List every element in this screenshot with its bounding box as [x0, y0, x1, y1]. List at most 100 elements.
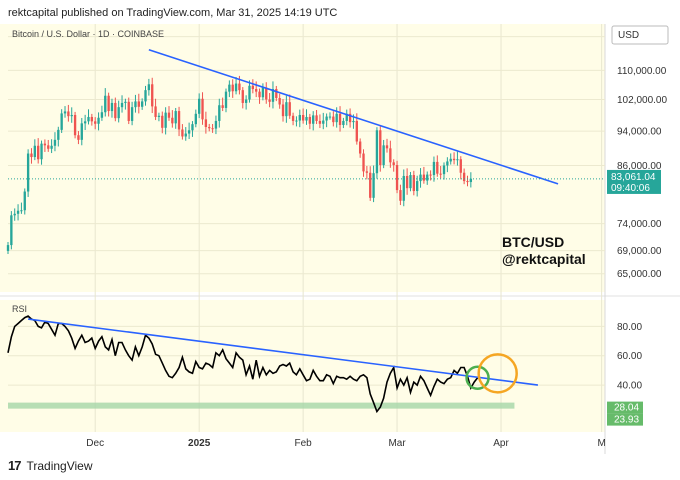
candle-body: [365, 171, 369, 173]
candle-body: [375, 130, 379, 174]
tradingview-footer[interactable]: 17 TradingView: [8, 458, 93, 473]
candle-body: [37, 145, 40, 160]
tradingview-logo-text: TradingView: [26, 458, 93, 473]
candle-body: [164, 112, 167, 128]
candle-body: [402, 175, 405, 201]
candle-body: [422, 174, 426, 181]
rsi-band-upper-tag: [607, 401, 643, 414]
candle-body: [40, 143, 43, 160]
candle-body: [419, 174, 422, 182]
candle-body: [238, 83, 241, 91]
orange-highlight-circle: [477, 353, 518, 394]
candle-body: [171, 117, 174, 124]
candle-body: [322, 120, 325, 124]
candle-body: [412, 175, 415, 192]
candle-body: [268, 99, 271, 102]
candle-body: [469, 178, 473, 183]
candle-body: [63, 111, 67, 114]
rsi-pane-bg: [0, 300, 605, 432]
publish-header: rektcapital published on TradingView.com…: [8, 7, 338, 19]
candle-body: [191, 124, 194, 131]
candle-body: [157, 115, 161, 117]
candle-body: [251, 85, 255, 90]
candle-body: [140, 101, 144, 107]
last-price-label: 83,061.04: [611, 172, 656, 183]
green-highlight-circle: [465, 365, 490, 390]
candle-body: [23, 191, 26, 211]
candle-body: [77, 135, 80, 140]
x-tick-label: Feb: [295, 438, 313, 449]
candle-body: [90, 116, 94, 122]
candle-body: [120, 102, 124, 108]
candle-body: [352, 120, 355, 123]
candle-body: [60, 113, 63, 130]
price-pane-bg: [0, 24, 605, 292]
candle-body: [201, 98, 204, 120]
candle-body: [342, 120, 345, 125]
candle-body: [124, 101, 127, 103]
price-tick-label: 110,000.00: [617, 66, 667, 77]
candle-body: [308, 116, 312, 124]
candle-body: [151, 84, 154, 107]
btc-chart[interactable]: Dec2025FebMarAprM120,000.00110,000.00102…: [0, 24, 680, 454]
candle-body: [466, 181, 469, 183]
annotation-pair: BTC/USD: [502, 234, 564, 250]
annotation-author: @rektcapital: [502, 251, 586, 267]
rsi-tick-label: 40.00: [617, 381, 642, 392]
candle-body: [436, 161, 439, 174]
candle-body: [43, 143, 47, 146]
candle-body: [312, 115, 315, 124]
candle-body: [228, 84, 231, 92]
candle-body: [50, 145, 53, 149]
candle-body: [255, 89, 258, 92]
candle-body: [345, 113, 348, 121]
candle-body: [167, 112, 171, 118]
candle-body: [355, 120, 358, 142]
candle-body: [147, 84, 151, 91]
candle-body: [271, 89, 275, 102]
chart-title: Bitcoin / U.S. Dollar · 1D · COINBASE: [12, 29, 164, 39]
candle-body: [358, 141, 362, 154]
candle-body: [144, 90, 147, 102]
x-tick-label: M: [597, 438, 605, 449]
candle-body: [399, 190, 402, 201]
price-countdown-label: 09:40:06: [611, 183, 650, 194]
price-tick-label: 102,000.00: [617, 95, 667, 106]
candle-body: [100, 112, 104, 118]
candle-body: [73, 114, 77, 136]
candle-body: [211, 128, 214, 130]
candle-body: [33, 145, 37, 158]
candle-body: [16, 210, 20, 214]
candle-body: [198, 98, 201, 114]
candle-body: [432, 161, 436, 176]
rsi-band-lower-label: 23.93: [614, 415, 639, 426]
candle-body: [248, 85, 251, 100]
price-trendline: [148, 49, 559, 185]
candle-body: [442, 165, 446, 175]
price-tick-label: 94,000.00: [617, 127, 662, 138]
price-tick-label: 86,000.00: [617, 161, 662, 172]
candle-body: [315, 115, 318, 121]
candle-body: [369, 172, 372, 198]
candle-body: [305, 116, 308, 121]
x-tick-label: 2025: [188, 438, 211, 449]
candle-body: [288, 102, 291, 116]
rsi-band-upper-label: 28.04: [614, 403, 639, 414]
candle-body: [385, 145, 389, 149]
chart-area[interactable]: Dec2025FebMarAprM120,000.00110,000.00102…: [0, 24, 680, 454]
candle-body: [392, 162, 395, 166]
candle-body: [318, 120, 322, 124]
candle-body: [30, 153, 33, 158]
candle-body: [177, 111, 181, 130]
rsi-trendline: [28, 318, 539, 386]
rsi-tick-label: 60.00: [617, 351, 642, 362]
candle-body: [234, 83, 238, 92]
candle-body: [335, 113, 338, 123]
candle-body: [298, 114, 301, 121]
candle-body: [372, 173, 375, 198]
candle-body: [6, 245, 10, 251]
candle-body: [181, 129, 184, 137]
candle-body: [134, 101, 137, 108]
candle-body: [456, 159, 459, 161]
candle-body: [291, 115, 295, 121]
